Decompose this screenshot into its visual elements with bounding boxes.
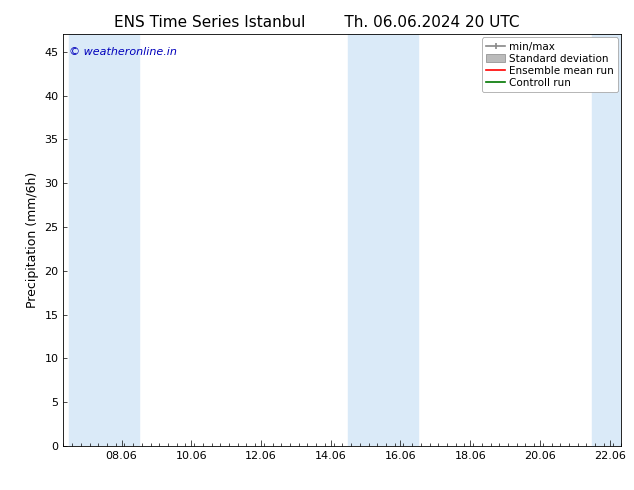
Bar bbox=[69, 34, 104, 446]
Bar bbox=[104, 34, 139, 446]
Bar bbox=[348, 34, 383, 446]
Text: © weatheronline.in: © weatheronline.in bbox=[69, 47, 177, 57]
Legend: min/max, Standard deviation, Ensemble mean run, Controll run: min/max, Standard deviation, Ensemble me… bbox=[482, 37, 618, 92]
Text: ENS Time Series Istanbul        Th. 06.06.2024 20 UTC: ENS Time Series Istanbul Th. 06.06.2024 … bbox=[114, 15, 520, 30]
Bar bbox=[592, 34, 627, 446]
Y-axis label: Precipitation (mm/6h): Precipitation (mm/6h) bbox=[26, 172, 39, 308]
Bar bbox=[383, 34, 418, 446]
